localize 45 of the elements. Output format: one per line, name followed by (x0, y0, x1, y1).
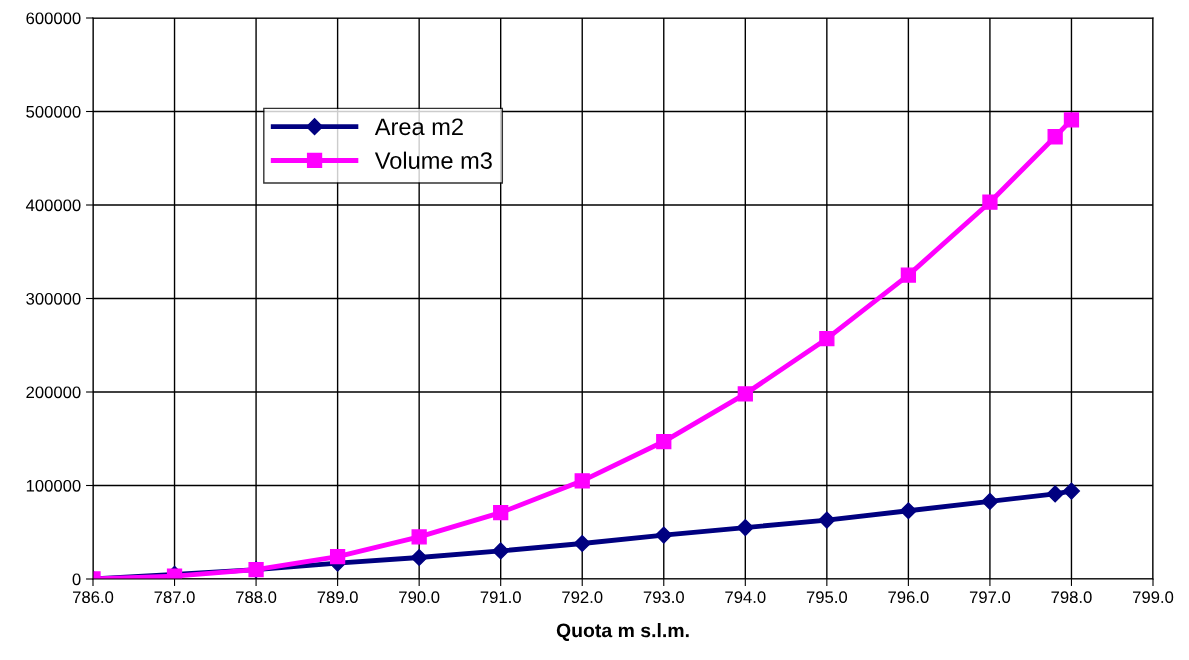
point (1063, 112, 1080, 128)
x-tick-label: 799.0 (1133, 591, 1174, 604)
x-tick-label: 795.0 (806, 591, 848, 604)
point (982, 194, 998, 210)
x-tick-label: 793.0 (643, 591, 684, 604)
x-tick-label: 794.0 (725, 591, 766, 604)
x-tick-label: 797.0 (969, 591, 1011, 604)
y-tick-label: 0 (72, 573, 81, 586)
point (736, 519, 754, 537)
point (981, 492, 999, 510)
x-tick-label: 788.0 (236, 591, 277, 604)
point (410, 548, 428, 567)
y-tick-label: 600000 (26, 12, 81, 25)
point (1062, 482, 1081, 500)
point (411, 529, 427, 545)
x-tick-label: 791.0 (480, 591, 521, 604)
point (900, 267, 917, 283)
x-tick-label: 786.0 (73, 591, 114, 604)
point (819, 331, 835, 347)
y-tick-label: 300000 (26, 292, 81, 305)
point (1046, 485, 1064, 503)
y-tick-label: 500000 (26, 105, 81, 118)
y-tick-label: 400000 (25, 199, 81, 212)
legend-label: Volume m3 (374, 151, 492, 169)
point (1047, 129, 1063, 145)
legend-label: Area m2 (374, 118, 463, 136)
point (492, 542, 510, 560)
point (574, 473, 590, 489)
x-tick-label: 792.0 (562, 591, 603, 604)
x-tick-label: 796.0 (888, 591, 929, 604)
y-tick-label: 200000 (26, 386, 81, 399)
point (899, 502, 917, 520)
y-tick-label: 100000 (26, 479, 81, 492)
point (737, 386, 753, 402)
x-axis-title: Quota m s.l.m. (556, 623, 689, 641)
point (573, 534, 591, 553)
point (493, 504, 509, 521)
point (656, 433, 672, 450)
point (655, 526, 673, 544)
x-tick-label: 790.0 (399, 591, 440, 604)
x-tick-label: 789.0 (317, 591, 358, 604)
x-tick-label: 798.0 (1051, 591, 1092, 604)
point (818, 511, 836, 529)
point (329, 548, 346, 565)
x-tick-label: 787.0 (154, 591, 195, 604)
